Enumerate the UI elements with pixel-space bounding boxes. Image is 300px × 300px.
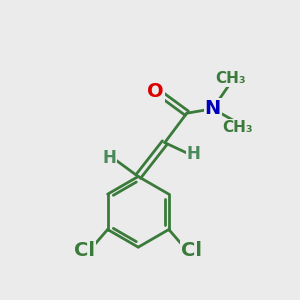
Text: H: H [103,149,117,167]
Text: CH₃: CH₃ [215,71,246,86]
Text: H: H [186,146,200,164]
Text: O: O [147,82,164,101]
Text: CH₃: CH₃ [222,120,253,135]
Text: Cl: Cl [181,241,202,260]
Text: N: N [205,99,221,118]
Text: Cl: Cl [74,241,95,260]
